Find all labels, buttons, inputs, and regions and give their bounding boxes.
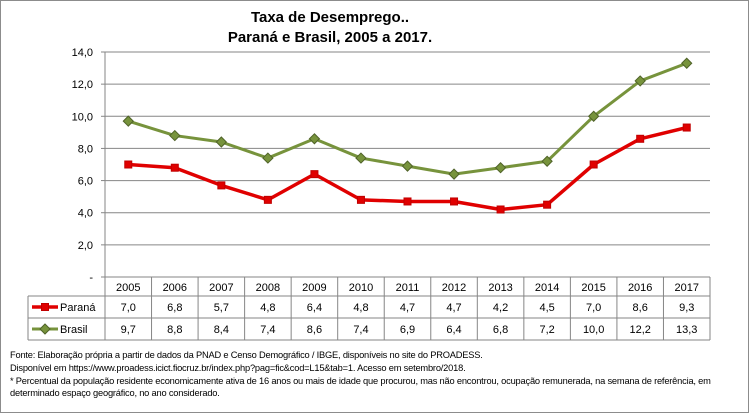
source-note: Fonte: Elaboração própria a partir de da… (10, 350, 483, 360)
x-tick-label: 2006 (163, 282, 187, 294)
x-tick-label: 2013 (488, 282, 512, 294)
footnotes: Fonte: Elaboração própria a partir de da… (10, 349, 740, 400)
definition-note: * Percentual da população residente econ… (10, 375, 711, 399)
x-tick-label: 2016 (628, 282, 652, 294)
data-point-parana (636, 134, 645, 143)
y-tick-label: - (89, 272, 93, 284)
data-point-brasil (355, 152, 367, 164)
data-point-parana (589, 160, 598, 169)
data-point-brasil (401, 160, 414, 172)
data-point-parana (682, 123, 691, 132)
y-tick-label: 10,0 (72, 111, 93, 123)
table-cell: 7,0 (586, 302, 601, 314)
data-point-parana (356, 195, 365, 204)
table-cell: 8,6 (633, 302, 648, 314)
table-cell: 8,8 (167, 324, 182, 336)
table-cell: 4,2 (493, 302, 508, 314)
data-point-brasil (681, 57, 693, 69)
y-tick-label: 8,0 (78, 143, 93, 155)
table-cell: 4,8 (260, 302, 275, 314)
table-cell: 6,8 (493, 324, 508, 336)
legend-marker-square (41, 303, 49, 311)
table-cell: 7,2 (539, 324, 554, 336)
table-cell: 4,7 (400, 302, 415, 314)
table-cell: 13,3 (676, 324, 697, 336)
data-point-brasil (262, 152, 274, 164)
legend-marker-diamond (39, 323, 51, 335)
table-cell: 7,4 (353, 324, 368, 336)
chart-title-line-1: Taxa de Desemprego.. (251, 9, 409, 26)
table-cell: 6,4 (307, 302, 322, 314)
data-point-parana (217, 181, 226, 190)
data-point-parana (403, 197, 412, 206)
table-cell: 8,4 (214, 324, 229, 336)
table-cell: 4,8 (353, 302, 368, 314)
table-cell: 9,7 (121, 324, 136, 336)
x-tick-label: 2012 (442, 282, 466, 294)
table-cell: 8,6 (307, 324, 322, 336)
legend-label: Paraná (60, 302, 96, 314)
availability-note: Disponível em https://www.proadess.icict… (10, 362, 466, 373)
table-cell: 6,9 (400, 324, 415, 336)
legend-label: Brasil (60, 324, 88, 336)
x-tick-label: 2007 (209, 282, 233, 294)
data-point-brasil (541, 155, 553, 167)
data-point-parana (543, 200, 552, 209)
table-cell: 6,4 (446, 324, 461, 336)
table-cell: 4,7 (446, 302, 461, 314)
data-point-parana (124, 160, 133, 169)
x-tick-label: 2014 (535, 282, 559, 294)
data-point-brasil (494, 162, 507, 174)
data-point-parana (170, 163, 179, 172)
table-cell: 4,5 (539, 302, 554, 314)
y-tick-label: 2,0 (78, 240, 93, 252)
y-tick-label: 12,0 (72, 79, 93, 91)
y-tick-label: 6,0 (78, 176, 93, 188)
table-cell: 10,0 (583, 324, 604, 336)
x-tick-label: 2011 (396, 282, 420, 294)
x-tick-label: 2008 (256, 282, 280, 294)
data-point-brasil (215, 136, 228, 148)
line-chart: Taxa de Desemprego.. Paraná e Brasil, 20… (27, 9, 711, 341)
x-tick-label: 2010 (349, 282, 373, 294)
y-tick-label: 14,0 (72, 47, 93, 59)
x-tick-label: 2009 (302, 282, 326, 294)
data-point-parana (450, 197, 459, 206)
data-point-brasil (448, 168, 460, 180)
table-cell: 6,8 (167, 302, 182, 314)
chart-title-line-2: Paraná e Brasil, 2005 a 2017. (228, 29, 432, 46)
table-cell: 7,0 (121, 302, 136, 314)
data-point-parana (263, 195, 272, 204)
data-point-parana (310, 170, 319, 179)
data-point-brasil (308, 133, 321, 145)
y-tick-label: 4,0 (78, 208, 93, 220)
data-point-brasil (587, 110, 600, 122)
data-point-brasil (634, 75, 646, 87)
x-tick-label: 2015 (581, 282, 605, 294)
x-tick-label: 2017 (674, 282, 698, 294)
table-cell: 9,3 (679, 302, 694, 314)
data-point-brasil (169, 129, 181, 142)
data-point-parana (496, 205, 505, 214)
data-point-brasil (122, 115, 134, 127)
table-cell: 5,7 (214, 302, 229, 314)
x-tick-label: 2005 (116, 282, 140, 294)
table-cell: 7,4 (260, 324, 275, 336)
table-cell: 12,2 (629, 324, 650, 336)
